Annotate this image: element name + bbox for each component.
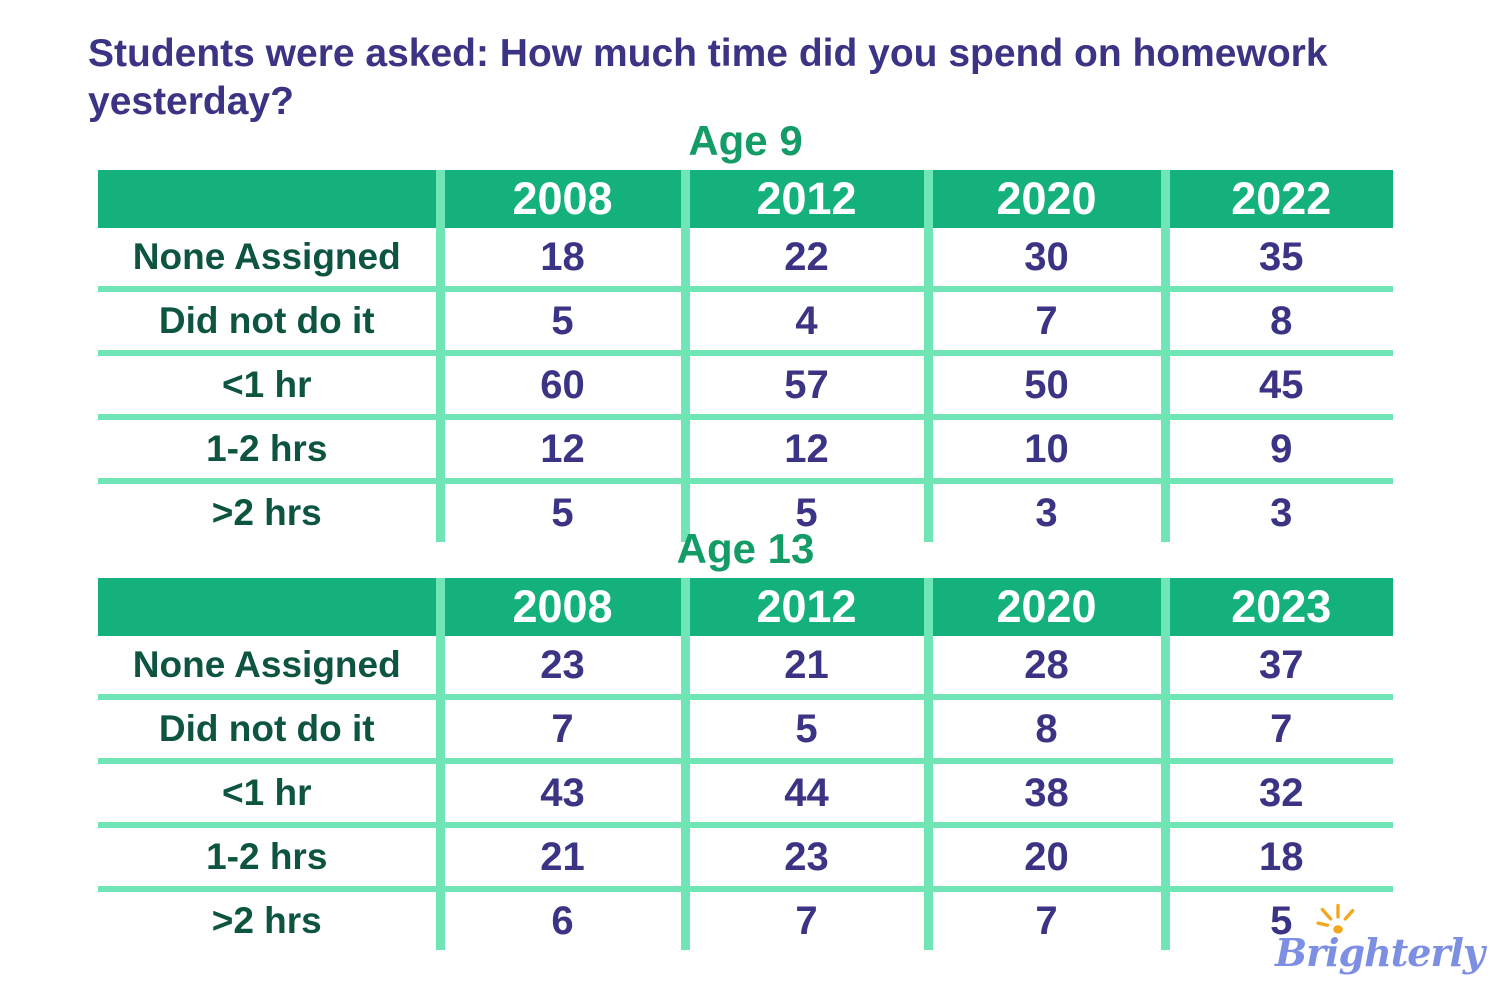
value-cell: 38 — [923, 758, 1165, 825]
row-label: >2 hrs — [98, 478, 440, 542]
value-cell: 44 — [680, 758, 928, 825]
value-cell: 20 — [923, 822, 1165, 889]
year-header-2008: 2008 — [435, 170, 685, 228]
header-corner-cell — [98, 578, 440, 636]
value-cell: 22 — [680, 228, 928, 289]
value-cell: 7 — [680, 886, 928, 950]
year-header-2012: 2012 — [680, 578, 928, 636]
year-header-2023: 2023 — [1160, 578, 1393, 636]
age-13-section: Age 13 2008 2012 2020 2023 None Assigned 23 21… — [98, 520, 1393, 950]
value-cell: 3 — [923, 478, 1165, 542]
value-cell: 12 — [435, 414, 685, 481]
header-corner-cell — [98, 170, 440, 228]
row-label: <1 hr — [98, 350, 440, 417]
table-row: 1-2 hrs 12 12 10 9 — [98, 414, 1393, 481]
year-header-2012: 2012 — [680, 170, 928, 228]
value-cell: 28 — [923, 636, 1165, 697]
table-row: Did not do it 5 4 7 8 — [98, 286, 1393, 353]
value-cell: 18 — [1160, 822, 1393, 889]
row-label: 1-2 hrs — [98, 822, 440, 889]
table-row: <1 hr 43 44 38 32 — [98, 758, 1393, 825]
age-13-table: 2008 2012 2020 2023 None Assigned 23 21 28 37 Did… — [98, 578, 1393, 950]
value-cell: 35 — [1160, 228, 1393, 289]
value-cell: 5 — [435, 286, 685, 353]
page-title-line-1: Students were asked: How much time did y… — [88, 32, 1328, 75]
age-9-table: 2008 2012 2020 2022 None Assigned 18 22 30 35 Did… — [98, 170, 1393, 542]
table-row: >2 hrs 6 7 7 5 — [98, 886, 1393, 950]
value-cell: 4 — [680, 286, 928, 353]
table-row: <1 hr 60 57 50 45 — [98, 350, 1393, 417]
value-cell: 8 — [1160, 286, 1393, 353]
page-title: Students were asked: How much time did y… — [88, 30, 1448, 126]
value-cell: 43 — [435, 758, 685, 825]
age-9-heading: Age 9 — [688, 117, 803, 164]
table-row: Did not do it 7 5 8 7 — [98, 694, 1393, 761]
value-cell: 5 — [435, 478, 685, 542]
row-label: Did not do it — [98, 694, 440, 761]
value-cell: 6 — [435, 886, 685, 950]
value-cell: 10 — [923, 414, 1165, 481]
value-cell: 23 — [435, 636, 685, 697]
row-label: >2 hrs — [98, 886, 440, 950]
value-cell: 8 — [923, 694, 1165, 761]
value-cell: 7 — [923, 286, 1165, 353]
year-header-row: 2008 2012 2020 2022 — [98, 170, 1393, 228]
value-cell: 37 — [1160, 636, 1393, 697]
value-cell: 3 — [1160, 478, 1393, 542]
year-header-2020: 2020 — [923, 578, 1165, 636]
year-header-2020: 2020 — [923, 170, 1165, 228]
value-cell: 7 — [923, 886, 1165, 950]
value-cell: 30 — [923, 228, 1165, 289]
row-label: <1 hr — [98, 758, 440, 825]
value-cell: 5 — [680, 694, 928, 761]
value-cell: 21 — [680, 636, 928, 697]
row-label: None Assigned — [132, 236, 401, 277]
value-cell: 5 — [680, 478, 928, 542]
table-row: None Assigned 18 22 30 35 — [98, 228, 1393, 289]
sun-rays-icon — [1316, 903, 1355, 934]
value-cell: 7 — [435, 694, 685, 761]
year-header-2008: 2008 — [435, 578, 685, 636]
value-cell: 32 — [1160, 758, 1393, 825]
value-cell: 57 — [680, 350, 928, 417]
year-header-row: 2008 2012 2020 2023 — [98, 578, 1393, 636]
value-cell: 21 — [435, 822, 685, 889]
table-row: 1-2 hrs 21 23 20 18 — [98, 822, 1393, 889]
table-row: >2 hrs 5 5 3 3 — [98, 478, 1393, 542]
value-cell: 50 — [923, 350, 1165, 417]
age-9-section: Age 9 2008 2012 2020 2022 None Assigned 18 22 3… — [98, 112, 1393, 542]
brighterly-logo-text: Brighterly — [1274, 930, 1485, 975]
brighterly-logo: Brighterly — [1274, 903, 1485, 994]
year-header-2022: 2022 — [1160, 170, 1393, 228]
value-cell: 23 — [680, 822, 928, 889]
value-cell: 60 — [435, 350, 685, 417]
value-cell: 12 — [680, 414, 928, 481]
value-cell: 9 — [1160, 414, 1393, 481]
row-label: Did not do it — [98, 286, 440, 353]
value-cell: 7 — [1160, 694, 1393, 761]
value-cell: 45 — [1160, 350, 1393, 417]
page-title-line-2: yesterday? — [88, 80, 294, 123]
age-13-heading: Age 13 — [676, 525, 815, 572]
row-label: 1-2 hrs — [98, 414, 440, 481]
value-cell: 18 — [435, 228, 685, 289]
row-label: None Assigned — [132, 644, 401, 685]
table-row: None Assigned 23 21 28 37 — [98, 636, 1393, 697]
value-cell: 5 — [1160, 886, 1393, 950]
